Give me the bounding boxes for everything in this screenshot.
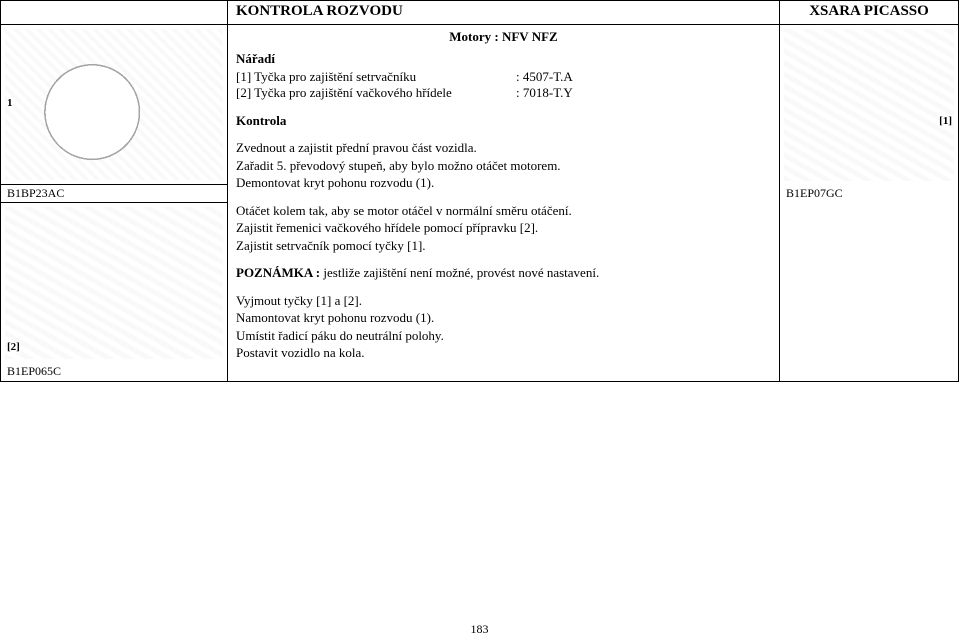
left-column: 1 B1BP23AC [2] B1EP065C (0, 25, 228, 382)
figure-left-2: [2] (1, 203, 227, 363)
note-label: POZNÁMKA : (236, 265, 323, 280)
header-row: KONTROLA ROZVODU XSARA PICASSO (0, 0, 959, 25)
tool-desc: [2] Tyčka pro zajištění vačkového hřídel… (236, 85, 516, 101)
pulley-sketch-icon (5, 207, 223, 359)
callout-1: 1 (7, 97, 13, 109)
note-paragraph: POZNÁMKA : jestliže zajištění není možné… (236, 264, 771, 282)
engines-subheader: Motory : NFV NFZ (236, 29, 771, 45)
tool-desc: [1] Tyčka pro zajištění setrvačníku (236, 69, 516, 85)
figure-right-1-caption: B1EP07GC (780, 185, 958, 203)
engine-block-sketch-icon (784, 29, 954, 181)
note-text: jestliže zajištění není možné, provést n… (323, 265, 599, 280)
page-number: 183 (0, 622, 959, 637)
header-left-spacer (0, 0, 228, 24)
text-column: Motory : NFV NFZ Nářadí [1] Tyčka pro za… (228, 25, 779, 382)
tools-heading: Nářadí (236, 51, 771, 67)
paragraph-2: Otáčet kolem tak, aby se motor otáčel v … (236, 202, 771, 255)
figure-left-1: 1 (1, 25, 227, 185)
callout-bracket-2: [2] (7, 341, 20, 353)
engine-sketch-icon (5, 29, 223, 180)
paragraph-1: Zvednout a zajistit přední pravou část v… (236, 139, 771, 192)
page: KONTROLA ROZVODU XSARA PICASSO 1 B1BP23A… (0, 0, 959, 643)
main-row: 1 B1BP23AC [2] B1EP065C Motory : NFV NFZ… (0, 25, 959, 382)
tool-code: : 4507-T.A (516, 69, 596, 85)
callout-bracket-1: [1] (939, 115, 952, 127)
doc-title: KONTROLA ROZVODU (228, 0, 779, 24)
vehicle-name: XSARA PICASSO (779, 0, 959, 24)
paragraph-4: Vyjmout tyčky [1] a [2]. Namontovat kryt… (236, 292, 771, 362)
figure-left-1-caption: B1BP23AC (1, 185, 227, 203)
control-heading: Kontrola (236, 113, 771, 129)
figure-left-2-caption: B1EP065C (1, 363, 227, 381)
tool-row: [1] Tyčka pro zajištění setrvačníku : 45… (236, 69, 771, 85)
tool-row: [2] Tyčka pro zajištění vačkového hřídel… (236, 85, 771, 101)
right-column: [1] B1EP07GC (779, 25, 959, 382)
tool-code: : 7018-T.Y (516, 85, 596, 101)
figure-right-1: [1] (780, 25, 958, 185)
